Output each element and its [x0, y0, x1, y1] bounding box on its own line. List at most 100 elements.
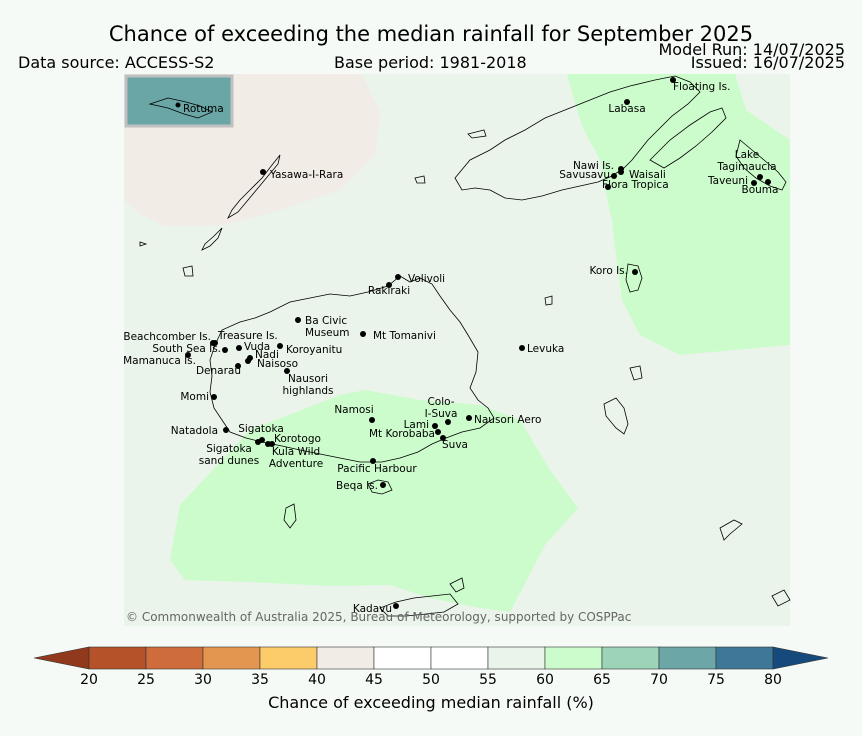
place-label: Kadavu	[353, 603, 392, 615]
place-label: Vuda	[244, 341, 270, 353]
base-period: Base period: 1981-2018	[334, 53, 527, 72]
place-dot	[235, 363, 241, 369]
colorbar-tick-label: 75	[707, 672, 725, 688]
coastlines	[139, 75, 791, 617]
coast-islet-4	[603, 397, 629, 435]
place-dot	[632, 269, 638, 275]
place-label: Kula Wild Adventure	[269, 446, 323, 470]
place-label: Lami	[404, 419, 429, 431]
place-label: Taveuni	[707, 175, 748, 187]
colorbar-label: Chance of exceeding median rainfall (%)	[268, 693, 594, 712]
place-dot	[236, 345, 242, 351]
coast-islet-9	[771, 589, 791, 607]
coast-viti-levu	[209, 275, 495, 463]
place-label: Rakiraki	[368, 285, 410, 297]
place-label: Naisoso	[257, 358, 298, 370]
place-dot	[223, 427, 229, 433]
place-dot	[624, 99, 630, 105]
place-dot	[360, 331, 366, 337]
colorbar-segment	[715, 646, 774, 670]
coast-islet-11	[139, 241, 148, 247]
colorbar-tick-label: 20	[80, 672, 98, 688]
colorbar-tick-label: 65	[593, 672, 611, 688]
coast-islet-2	[467, 129, 487, 139]
colorbar-tick-label: 25	[137, 672, 155, 688]
place-label: Suva	[442, 439, 468, 451]
place-label: Momi	[180, 391, 209, 403]
place-label: South Sea Is.	[152, 343, 221, 355]
place-dot	[519, 345, 525, 351]
coast-islet-10	[182, 265, 194, 277]
coast-kadavu	[379, 593, 459, 617]
place-label: Volivoli	[408, 273, 445, 285]
colorbar-segment	[373, 646, 432, 670]
colorbar-tick-label: 40	[308, 672, 326, 688]
place-label: Mt Tomanivi	[373, 330, 436, 342]
place-label: Koro Is.	[589, 265, 628, 277]
place-dot	[466, 415, 472, 421]
colorbar-segment	[202, 646, 261, 670]
place-label: Levuka	[527, 343, 564, 355]
place-dot	[269, 441, 275, 447]
coast-beqa	[367, 479, 393, 495]
place-dot	[435, 429, 441, 435]
place-dot	[185, 352, 191, 358]
colorbar-segment	[316, 646, 375, 670]
colorbar-tick-label: 35	[251, 672, 269, 688]
colorbar-tick-label: 55	[479, 672, 497, 688]
place-dot	[245, 358, 251, 364]
place-dot	[605, 184, 611, 190]
place-dot	[210, 340, 216, 346]
place-label: Namosi	[334, 404, 373, 416]
place-label: Treasure Is.	[217, 330, 278, 342]
colorbar	[33, 646, 829, 670]
place-label: Ba Civic Museum	[305, 315, 350, 339]
place-dot	[380, 482, 386, 488]
colorbar-segment	[145, 646, 204, 670]
coast-islet-6	[283, 503, 297, 529]
place-label: Colo-I-Suva	[425, 396, 458, 420]
place-label: Nausori Aero	[474, 414, 541, 426]
place-dot	[386, 282, 392, 288]
place-dot	[211, 394, 217, 400]
coast-islet-3	[544, 295, 553, 306]
rainfall-map: Rotuma Floating Is. Labasa Yasawa-I-Rara Na…	[123, 74, 791, 626]
place-label: Bouma	[742, 184, 779, 196]
place-dot	[751, 180, 757, 186]
colorbar-tick-label: 80	[764, 672, 782, 688]
coast-koro	[625, 263, 643, 293]
colorbar-over-arrow	[772, 646, 829, 670]
place-label: Savusavu	[559, 169, 610, 181]
place-label: Mt Korobaba	[369, 428, 435, 440]
colorbar-segment	[487, 646, 546, 670]
coast-islet-8	[449, 577, 465, 593]
place-dot	[370, 458, 376, 464]
place-dot	[295, 317, 301, 323]
coast-islet-5	[629, 365, 643, 381]
coast-east-vanua	[649, 107, 727, 169]
place-label: Korotogo	[274, 433, 321, 445]
place-dot	[765, 179, 771, 185]
issued-date: Issued: 16/07/2025	[690, 53, 845, 72]
place-label: Mamanuca Is.	[123, 355, 196, 367]
copyright-note: © Commonwealth of Australia 2025, Bureau…	[126, 610, 632, 624]
place-label: Nawi Is.	[573, 160, 614, 172]
rotuma-inset	[124, 74, 234, 128]
coast-taveuni	[735, 139, 787, 191]
place-label: Nadi	[255, 349, 279, 361]
place-dot	[611, 173, 617, 179]
place-label: Natadola	[171, 425, 218, 437]
coast-yasawa	[227, 154, 281, 220]
place-label: Sigatoka sand dunes	[199, 443, 259, 467]
place-label: Koroyanitu	[286, 344, 342, 356]
place-label: Yasawa-I-Rara	[269, 169, 343, 181]
place-label: Beqa Is.	[336, 480, 378, 492]
place-dot	[393, 603, 399, 609]
coast-islet-1	[414, 175, 426, 184]
colorbar-tick-label: 70	[650, 672, 668, 688]
rotuma-coast	[148, 97, 213, 119]
place-label: Nausori highlands	[282, 373, 333, 397]
colorbar-tick-label: 60	[536, 672, 554, 688]
colorbar-tick-label: 50	[422, 672, 440, 688]
